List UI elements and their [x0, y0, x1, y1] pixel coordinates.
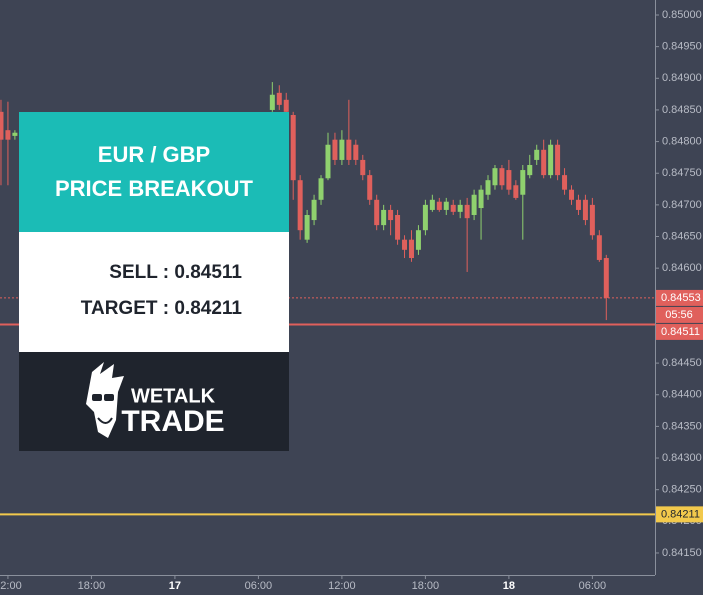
- candle-body: [318, 178, 324, 200]
- candle-body: [283, 99, 289, 112]
- y-tick-label: 0.84800: [662, 135, 702, 147]
- x-tick-label: 18: [503, 580, 515, 592]
- candle-body: [450, 204, 456, 212]
- candle-body: [408, 239, 414, 259]
- candle-body: [381, 209, 387, 226]
- y-tick-label: 0.84900: [662, 72, 702, 84]
- price-labels: 0.84553 05:56 0.84511 0.84211: [656, 289, 703, 523]
- y-tick-label: 0.84150: [662, 547, 702, 559]
- candle-body: [436, 201, 442, 210]
- x-tick-label: 12:00: [328, 580, 356, 592]
- x-tick-label: 17: [169, 580, 181, 592]
- price-label: 0.84211: [661, 508, 700, 520]
- candle-body: [367, 175, 373, 200]
- countdown: 05:56: [665, 309, 693, 321]
- candle-body: [575, 199, 581, 210]
- candle-body: [325, 144, 331, 179]
- candle-body: [562, 175, 568, 190]
- y-tick-label: 0.85000: [662, 9, 702, 21]
- candle-body: [541, 149, 547, 176]
- candle-body: [603, 258, 609, 298]
- candle-body: [339, 139, 345, 160]
- candle-body: [589, 204, 595, 236]
- target-level: TARGET : 0.84211: [81, 298, 243, 319]
- y-tick-label: 0.84650: [662, 230, 702, 242]
- y-tick-label: 0.84750: [662, 167, 702, 179]
- card-body: [19, 232, 289, 352]
- card-header: [19, 112, 289, 232]
- candle-body: [311, 199, 317, 221]
- candle-body: [388, 209, 394, 221]
- candle-body: [548, 144, 554, 176]
- y-tick-label: 0.84350: [662, 420, 702, 432]
- candle-body: [395, 215, 401, 240]
- candle-body: [478, 189, 484, 209]
- x-tick-label: 12:00: [0, 580, 22, 592]
- candle-body: [485, 180, 491, 195]
- candle-body: [471, 194, 477, 215]
- candle-body: [429, 199, 435, 210]
- y-tick-label: 0.84850: [662, 104, 702, 116]
- x-tick-label: 18:00: [78, 580, 106, 592]
- candle-body: [513, 185, 519, 198]
- y-tick-label: 0.84400: [662, 389, 702, 401]
- candle-body: [297, 180, 303, 231]
- candle-body: [534, 149, 540, 160]
- candle-body: [582, 199, 588, 221]
- x-tick-label: 06:00: [245, 580, 273, 592]
- candle-body: [506, 170, 512, 190]
- y-tick-label: 0.84450: [662, 357, 702, 369]
- candle-body: [402, 239, 408, 250]
- price-label-box: [656, 289, 703, 306]
- candle-body: [374, 199, 380, 226]
- candle-body: [353, 144, 359, 160]
- sell-level: SELL : 0.84511: [109, 262, 242, 283]
- candle-body: [527, 165, 533, 176]
- price-label: 0.84511: [661, 326, 700, 338]
- y-tick-label: 0.84700: [662, 199, 702, 211]
- candle-body: [569, 189, 575, 200]
- candle-body: [290, 115, 296, 181]
- candle-body: [5, 130, 11, 140]
- x-tick-label: 18:00: [412, 580, 440, 592]
- y-tick-label: 0.84950: [662, 41, 702, 53]
- brand-top: WETALK: [131, 385, 216, 407]
- y-tick-label: 0.84250: [662, 484, 702, 496]
- candle-body: [464, 204, 470, 219]
- pair-title: EUR / GBP: [98, 142, 210, 167]
- candle-body: [457, 204, 463, 212]
- candle-body: [596, 235, 602, 260]
- candle-body: [415, 230, 421, 250]
- candle-body: [332, 139, 338, 160]
- countdown-box: [656, 306, 703, 323]
- candle-body: [499, 168, 505, 186]
- x-tick-label: 06:00: [579, 580, 607, 592]
- candle-body: [443, 201, 449, 210]
- candle-body: [422, 204, 428, 231]
- candle-body: [12, 132, 18, 136]
- candle-body: [360, 159, 366, 176]
- price-label: 0.84553: [661, 292, 701, 304]
- candle-body: [492, 168, 498, 186]
- info-card: EUR / GBP PRICE BREAKOUT SELL : 0.84511 …: [19, 112, 289, 451]
- logo-face: [86, 362, 124, 438]
- brand-bottom: TRADE: [121, 405, 224, 438]
- y-tick-label: 0.84300: [662, 452, 702, 464]
- card-footer: [19, 352, 289, 451]
- price-label-box: [656, 506, 703, 523]
- price-label-box: [656, 323, 703, 340]
- candle-body: [520, 170, 526, 195]
- candle-body: [304, 215, 310, 240]
- candle-body: [346, 139, 352, 160]
- y-tick-label: 0.84600: [662, 262, 702, 274]
- candle-body: [276, 92, 282, 105]
- candle-body: [0, 111, 4, 140]
- candle-body: [555, 144, 561, 176]
- candle-body: [269, 94, 275, 110]
- headline: PRICE BREAKOUT: [55, 176, 254, 201]
